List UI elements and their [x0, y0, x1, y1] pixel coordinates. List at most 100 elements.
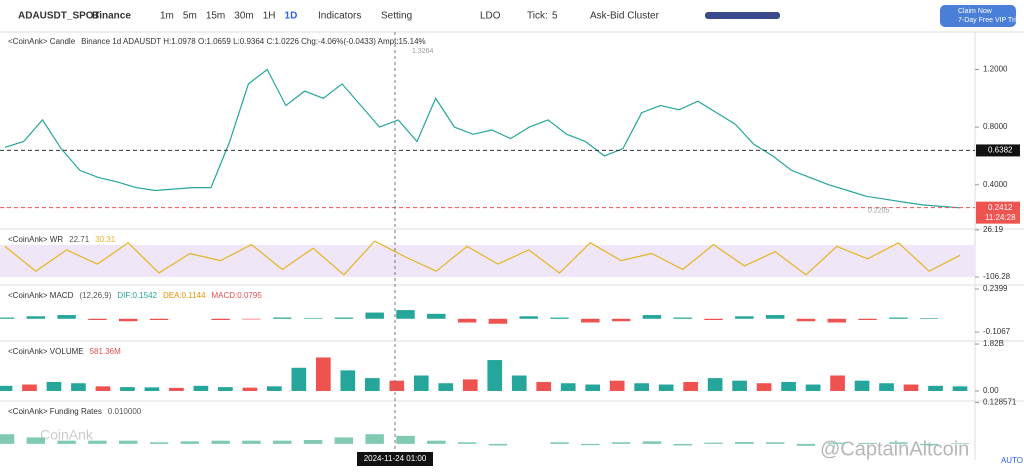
- tick-label: Tick:: [527, 11, 548, 22]
- bar: [26, 437, 46, 444]
- bar: [211, 318, 230, 321]
- panel-info: 0.010000: [108, 407, 142, 416]
- bar: [396, 310, 415, 319]
- panel-info: 22.71: [69, 235, 90, 244]
- symbol[interactable]: ADAUSDT_SPOT: [18, 11, 100, 22]
- promo-title[interactable]: Claim Now: [958, 8, 993, 15]
- bar: [796, 318, 816, 322]
- exchange: Binance: [92, 11, 131, 22]
- bar: [193, 385, 209, 391]
- bar: [88, 318, 107, 321]
- bar: [611, 442, 631, 444]
- bar: [735, 441, 754, 444]
- bar: [149, 318, 169, 321]
- bar: [827, 442, 847, 444]
- level-tag: [976, 144, 1020, 157]
- bar: [169, 387, 184, 391]
- panel-name: <CoinAnk> MACD: [8, 291, 74, 300]
- promo[interactable]: [940, 5, 1016, 27]
- auto[interactable]: AUTO: [1001, 456, 1023, 465]
- interval[interactable]: 1D: [285, 11, 298, 22]
- bar: [118, 318, 138, 322]
- bar: [642, 441, 662, 444]
- interval[interactable]: 1m: [160, 11, 174, 22]
- bar: [704, 442, 723, 444]
- y-tick-label: 0.2399: [983, 284, 1008, 293]
- y-tick-label: 1.82B: [983, 339, 1004, 348]
- bar: [340, 370, 356, 391]
- bar: [242, 318, 261, 320]
- bar: [291, 367, 307, 391]
- setting[interactable]: Setting: [381, 11, 412, 22]
- y-tick-label: 0.4000: [983, 180, 1008, 189]
- bar: [0, 385, 13, 391]
- coin[interactable]: LDO: [480, 11, 501, 22]
- bar: [315, 357, 331, 391]
- bar: [585, 384, 601, 391]
- y-tick-label: -0.1067: [983, 327, 1011, 336]
- bar: [144, 387, 160, 391]
- promo-sub[interactable]: 7-Day Free VIP Trial: [958, 17, 1022, 24]
- bar: [609, 380, 625, 391]
- bar: [427, 313, 446, 319]
- interval[interactable]: 1H: [263, 11, 276, 22]
- tick-value[interactable]: 5: [552, 11, 558, 22]
- panel-name: <CoinAnk> Funding Rates: [8, 407, 102, 416]
- bar: [365, 434, 384, 444]
- bar: [389, 380, 405, 391]
- cluster[interactable]: Ask-Bid Cluster: [590, 11, 660, 22]
- bar: [267, 386, 282, 391]
- bar: [560, 383, 576, 391]
- panel-name: <CoinAnk> WR: [8, 235, 63, 244]
- last-tag: [976, 201, 1020, 224]
- bar: [903, 384, 919, 391]
- bar: [303, 440, 323, 444]
- bar: [781, 381, 796, 391]
- bar: [756, 383, 772, 391]
- level-label: 0.6382: [988, 146, 1013, 155]
- bar: [805, 384, 821, 391]
- bar: [95, 386, 111, 391]
- bar: [854, 380, 870, 391]
- price-line: [4, 68, 961, 209]
- bar: [457, 442, 477, 444]
- bar: [149, 442, 169, 444]
- bar: [211, 440, 230, 444]
- bar: [334, 317, 354, 319]
- bar: [952, 386, 968, 391]
- bar: [46, 381, 62, 391]
- y-tick-label: 26.19: [983, 225, 1004, 234]
- panel-info: MACD:0.0795: [212, 291, 263, 300]
- bar: [765, 442, 785, 444]
- bar: [180, 441, 200, 444]
- bar: [57, 440, 76, 444]
- bar: [120, 387, 135, 391]
- panel-info: DEA:0.1144: [163, 291, 206, 300]
- indicators[interactable]: Indicators: [318, 11, 361, 22]
- interval[interactable]: 5m: [183, 11, 197, 22]
- bar: [879, 383, 894, 391]
- bar: [858, 318, 877, 321]
- panel-name: <CoinAnk> VOLUME: [8, 347, 84, 356]
- bar: [889, 442, 908, 444]
- interval[interactable]: 30m: [234, 11, 253, 22]
- bar: [364, 378, 380, 391]
- bar: [365, 312, 384, 319]
- bar: [796, 443, 816, 446]
- bar: [438, 383, 454, 391]
- bar: [396, 435, 415, 444]
- interval[interactable]: 15m: [206, 11, 225, 22]
- bar: [487, 360, 503, 391]
- y-tick-label: 0.00: [983, 386, 999, 395]
- min-label: 0.2205: [868, 207, 890, 214]
- bar: [550, 442, 569, 444]
- bar: [413, 375, 429, 391]
- y-tick-label: 0.128571: [983, 398, 1017, 407]
- bar: [462, 379, 478, 391]
- panel-info: 581.36M: [90, 347, 121, 356]
- bar: [735, 316, 754, 319]
- bar: [488, 443, 508, 446]
- bar: [334, 437, 354, 444]
- bar: [88, 440, 107, 444]
